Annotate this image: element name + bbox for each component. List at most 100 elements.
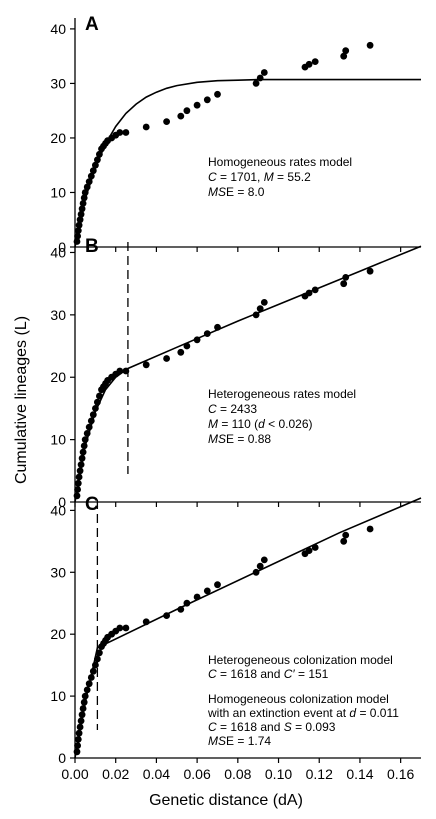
x-axis-title: Genetic distance (dA): [149, 792, 303, 809]
data-point: [89, 411, 97, 419]
data-point: [92, 161, 99, 169]
data-point: [96, 649, 103, 657]
data-point: [76, 216, 84, 224]
annotation-line: Homogeneous rates model: [208, 155, 352, 169]
data-point: [116, 129, 124, 136]
annotation-line: MSE = 0.88: [208, 432, 271, 446]
data-point: [305, 547, 313, 554]
data-point: [311, 58, 319, 65]
x-tick-label: 0.10: [265, 766, 292, 782]
data-point: [252, 568, 260, 576]
data-point: [214, 323, 221, 331]
data-point: [94, 398, 101, 406]
x-tick-label: 0.02: [102, 766, 129, 782]
data-point: [87, 172, 95, 180]
data-point: [340, 537, 348, 545]
data-point: [256, 562, 264, 570]
data-point: [74, 736, 82, 743]
annotation-line: with an extinction event at d = 0.011: [207, 706, 399, 720]
y-tick-label: 0: [58, 494, 66, 510]
data-point: [79, 448, 87, 456]
data-point: [177, 348, 185, 356]
y-tick-label: 30: [50, 564, 66, 580]
data-point: [193, 336, 201, 344]
data-point: [214, 581, 221, 589]
data-point: [96, 392, 103, 400]
data-point: [78, 454, 86, 462]
data-point: [214, 90, 221, 98]
data-point: [142, 361, 150, 369]
data-point: [96, 150, 103, 158]
data-point: [77, 717, 85, 725]
data-point: [163, 355, 171, 362]
data-point: [78, 711, 86, 719]
data-point: [81, 189, 89, 196]
y-tick-label: 20: [50, 130, 66, 146]
data-point: [83, 183, 91, 191]
data-point: [77, 210, 85, 218]
y-tick-label: 0: [58, 239, 66, 255]
data-point: [78, 205, 86, 213]
y-tick-label: 40: [50, 21, 66, 37]
annotation-line: C = 2433: [208, 402, 257, 416]
y-tick-label: 10: [50, 432, 66, 448]
x-tick-label: 0.14: [346, 766, 373, 782]
data-point: [305, 60, 313, 68]
data-point: [340, 52, 348, 60]
data-point: [311, 544, 319, 551]
data-point: [87, 417, 95, 425]
annotation-line: MSE = 8.0: [208, 185, 265, 199]
data-point: [85, 423, 93, 431]
data-point: [81, 692, 89, 700]
data-point: [177, 112, 185, 120]
data-point: [183, 342, 191, 350]
y-tick-label: 40: [50, 244, 66, 260]
data-point: [366, 525, 374, 533]
data-point: [85, 680, 93, 688]
data-point: [252, 311, 260, 319]
data-point: [89, 667, 97, 675]
data-point: [183, 107, 191, 115]
x-tick-label: 0.06: [183, 766, 210, 782]
data-point: [87, 674, 95, 681]
data-point: [81, 436, 89, 443]
x-tick-label: 0.16: [387, 766, 414, 782]
data-point: [260, 556, 268, 564]
annotation-line: C = 1618 and S = 0.093: [208, 720, 336, 734]
data-point: [92, 661, 99, 669]
annotation-line: MSE = 1.74: [208, 734, 271, 748]
data-point: [79, 705, 87, 712]
data-point: [142, 618, 150, 626]
x-tick-label: 0.04: [143, 766, 170, 782]
annotation-line: Heterogeneous rates model: [208, 387, 356, 401]
data-point: [75, 473, 83, 481]
data-point: [366, 267, 374, 275]
data-point: [193, 593, 201, 601]
data-point: [76, 467, 84, 475]
data-point: [74, 232, 81, 240]
data-point: [252, 80, 260, 87]
data-point: [122, 624, 130, 632]
annotation-line: C = 1701, M = 55.2: [208, 170, 311, 184]
data-point: [80, 442, 88, 450]
data-point: [74, 486, 81, 493]
y-tick-label: 30: [50, 75, 66, 91]
data-point: [75, 729, 83, 737]
data-point: [122, 129, 130, 136]
data-point: [163, 118, 171, 125]
data-point: [342, 274, 350, 281]
data-point: [122, 367, 130, 375]
data-point: [85, 178, 93, 186]
data-point: [83, 430, 91, 437]
data-point: [74, 742, 81, 749]
annotation-line: M = 110 (d < 0.026): [208, 417, 313, 431]
data-point: [116, 624, 124, 632]
data-point: [89, 167, 97, 175]
annotation-line: Heterogeneous colonization model: [208, 653, 393, 667]
data-point: [256, 305, 264, 312]
data-point: [342, 47, 350, 55]
data-point: [203, 330, 211, 337]
